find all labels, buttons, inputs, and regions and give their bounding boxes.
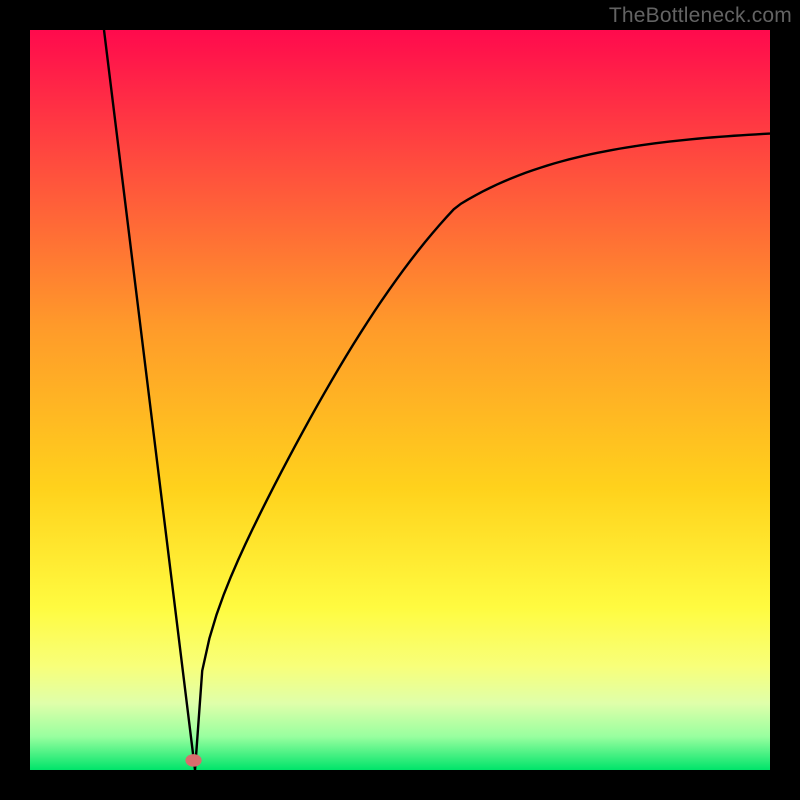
- chart-svg: [30, 30, 770, 770]
- chart-container: TheBottleneck.com: [0, 0, 800, 800]
- gradient-background: [30, 30, 770, 770]
- plot-area: [30, 30, 770, 770]
- watermark-text: TheBottleneck.com: [609, 4, 792, 28]
- optimal-point-marker: [185, 754, 201, 767]
